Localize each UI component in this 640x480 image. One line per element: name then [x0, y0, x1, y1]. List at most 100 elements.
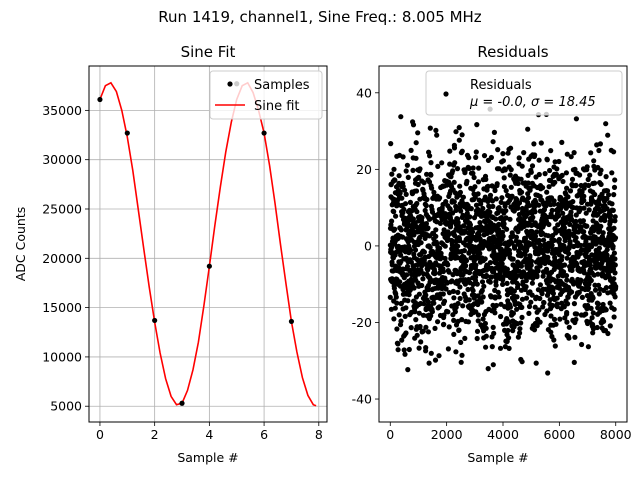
- residual-point: [452, 309, 458, 315]
- residual-point: [487, 260, 493, 266]
- residual-point: [423, 292, 429, 298]
- residual-point: [596, 291, 602, 297]
- residual-point: [502, 167, 508, 173]
- residual-point: [585, 344, 592, 350]
- residual-point: [603, 121, 609, 127]
- residual-point: [466, 155, 472, 161]
- residual-point: [532, 152, 538, 158]
- residual-point: [443, 199, 449, 205]
- residual-point: [571, 150, 577, 156]
- residual-point: [418, 339, 424, 345]
- residual-point: [441, 298, 448, 304]
- residual-point: [441, 321, 447, 327]
- residual-point: [487, 192, 494, 198]
- residual-point: [427, 125, 433, 131]
- residual-point: [492, 295, 498, 301]
- sine-fit-xtick-label: 4: [205, 427, 213, 442]
- residual-point: [591, 158, 597, 164]
- residual-point: [503, 215, 509, 221]
- residual-point: [491, 129, 497, 135]
- residual-point: [580, 218, 587, 224]
- residual-point: [536, 237, 542, 244]
- residual-point: [483, 272, 490, 279]
- residual-point: [408, 147, 414, 153]
- residual-point: [517, 330, 523, 336]
- residual-point: [564, 185, 570, 191]
- residual-point: [579, 341, 585, 348]
- residual-point: [413, 140, 419, 146]
- residual-point: [612, 294, 618, 300]
- residual-point: [607, 300, 613, 306]
- residual-point: [568, 209, 574, 215]
- residual-point: [466, 270, 473, 276]
- sample-point: [152, 317, 158, 324]
- sine-fit-ytick-label: 5000: [50, 399, 82, 414]
- residual-point: [587, 172, 593, 178]
- residual-point: [528, 262, 534, 268]
- residual-point: [422, 207, 428, 214]
- residual-point: [533, 360, 539, 366]
- residual-point: [405, 174, 411, 180]
- residual-point: [571, 301, 578, 307]
- residual-point: [398, 300, 404, 306]
- residual-point: [451, 199, 457, 205]
- residual-point: [479, 299, 485, 305]
- residual-point: [402, 201, 409, 207]
- residual-point: [603, 174, 609, 180]
- sample-point: [124, 130, 130, 136]
- residual-point: [399, 337, 405, 343]
- residual-point: [550, 290, 557, 297]
- residual-point: [434, 132, 440, 138]
- residual-point: [401, 206, 407, 212]
- residual-point: [587, 257, 593, 263]
- residual-point: [498, 241, 504, 247]
- residual-point: [580, 247, 586, 253]
- residual-point: [551, 337, 557, 343]
- residual-point: [528, 169, 534, 175]
- residuals-xtick-label: 6000: [543, 427, 575, 442]
- residual-point: [514, 294, 520, 300]
- residual-point: [453, 207, 459, 213]
- residual-point: [475, 179, 482, 185]
- residual-point: [611, 149, 617, 155]
- residual-point: [511, 245, 518, 251]
- residual-point: [500, 158, 506, 164]
- residual-point: [460, 271, 466, 278]
- residual-point: [519, 296, 526, 302]
- residual-point: [578, 277, 584, 283]
- residual-point: [540, 273, 546, 279]
- residuals-panel: Residuals 0 2000 4000 6000 8000 -40 -20 0 20 40 S…: [352, 43, 632, 465]
- residual-point: [515, 229, 521, 235]
- residual-point: [581, 229, 587, 235]
- residual-point: [424, 196, 430, 203]
- residual-point: [573, 218, 579, 224]
- residual-point: [397, 279, 403, 285]
- residual-point: [595, 271, 601, 277]
- residual-point: [475, 312, 481, 318]
- residual-point: [515, 282, 521, 288]
- residuals-xtick-label: 8000: [600, 427, 632, 442]
- residual-point: [489, 344, 495, 350]
- residual-point: [544, 157, 550, 163]
- residual-point: [534, 274, 540, 280]
- residual-point: [565, 194, 571, 200]
- residual-point: [435, 163, 441, 169]
- residual-point: [545, 233, 551, 239]
- residual-point: [391, 316, 397, 322]
- residual-point: [395, 347, 401, 353]
- residual-point: [496, 166, 502, 172]
- residual-point: [451, 145, 458, 151]
- residual-point: [607, 323, 613, 329]
- residual-point: [403, 168, 409, 174]
- residual-point: [596, 245, 603, 251]
- residual-point: [561, 269, 567, 275]
- residual-point: [500, 233, 506, 239]
- residual-point: [595, 282, 602, 288]
- residual-point: [536, 202, 542, 208]
- residual-point: [611, 306, 617, 312]
- residual-point: [566, 324, 572, 330]
- residual-point: [456, 125, 462, 131]
- sine-fit-xtick-label: 8: [315, 427, 323, 442]
- residual-point: [462, 335, 468, 341]
- residual-point: [456, 137, 462, 143]
